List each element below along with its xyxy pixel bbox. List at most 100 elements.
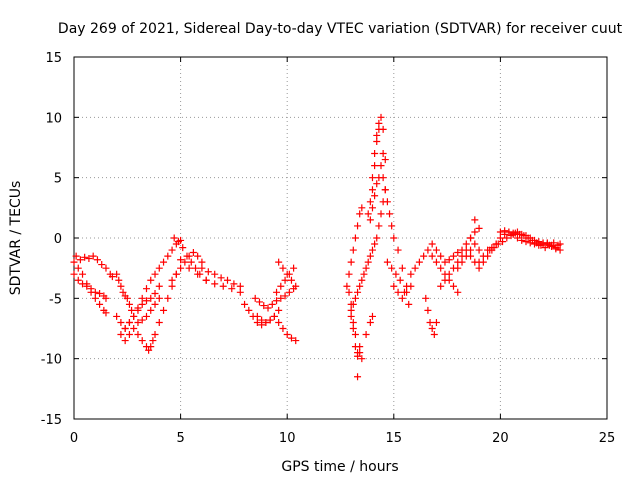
data-point — [281, 292, 289, 300]
data-point — [217, 274, 225, 282]
data-point — [74, 264, 82, 272]
y-tick-label: 5 — [54, 172, 62, 187]
data-point — [98, 261, 106, 269]
data-point — [541, 244, 549, 252]
data-point — [392, 270, 400, 278]
data-point — [275, 258, 283, 266]
data-point — [394, 288, 402, 296]
data-point — [219, 282, 227, 290]
data-point — [513, 234, 521, 242]
data-point — [522, 238, 530, 246]
data-point — [407, 282, 415, 290]
data-point — [91, 288, 99, 296]
data-point — [366, 252, 374, 260]
data-point — [204, 268, 212, 276]
data-point — [81, 253, 89, 261]
data-point — [96, 300, 104, 308]
data-point — [516, 230, 524, 238]
y-axis-label: SDTVAR / TECUs — [8, 181, 24, 296]
data-point — [147, 276, 155, 284]
x-tick-label: 20 — [492, 431, 509, 446]
data-point — [172, 270, 180, 278]
data-point — [394, 246, 402, 254]
data-point — [74, 276, 82, 284]
data-point — [224, 276, 232, 284]
data-point — [373, 137, 381, 145]
data-point — [119, 288, 127, 296]
data-point — [160, 306, 168, 314]
data-point — [292, 282, 300, 290]
data-point — [356, 282, 364, 290]
data-point — [273, 297, 281, 305]
y-tick-label: -10 — [41, 353, 62, 368]
data-point — [366, 198, 374, 206]
data-point — [347, 258, 355, 266]
data-point — [441, 276, 449, 284]
data-point — [454, 288, 462, 296]
data-point — [268, 300, 276, 308]
data-point — [189, 248, 197, 256]
data-point — [349, 318, 357, 326]
data-point — [494, 240, 502, 248]
data-point — [437, 282, 445, 290]
data-point — [273, 288, 281, 296]
data-point — [253, 312, 261, 320]
data-point — [405, 300, 413, 308]
y-tick-label: 10 — [45, 111, 62, 126]
data-point — [198, 258, 206, 266]
data-point — [356, 349, 364, 357]
data-point — [72, 252, 80, 260]
data-point — [550, 239, 558, 247]
data-point — [345, 288, 353, 296]
data-point — [177, 256, 185, 264]
data-point — [528, 236, 536, 244]
data-point — [475, 246, 483, 254]
data-point — [351, 331, 359, 339]
data-point — [511, 229, 519, 237]
data-point — [128, 306, 136, 314]
data-point — [279, 264, 287, 272]
data-point — [349, 300, 357, 308]
data-point — [445, 270, 453, 278]
data-point — [149, 337, 157, 345]
data-point — [358, 276, 366, 284]
data-point — [142, 285, 150, 293]
x-tick-label: 0 — [70, 431, 78, 446]
data-point — [93, 256, 101, 264]
data-point — [228, 285, 236, 293]
data-point — [356, 210, 364, 218]
data-point — [287, 334, 295, 342]
data-point — [368, 186, 376, 194]
data-point — [198, 264, 206, 272]
x-tick-label: 25 — [599, 431, 616, 446]
data-point — [428, 252, 436, 260]
data-point — [467, 252, 475, 260]
data-point — [398, 294, 406, 302]
data-point — [475, 264, 483, 272]
data-point — [449, 282, 457, 290]
data-point — [354, 352, 362, 360]
data-point — [155, 264, 163, 272]
data-point — [368, 174, 376, 182]
x-tick-label: 5 — [176, 431, 184, 446]
data-point — [373, 180, 381, 188]
data-point — [432, 246, 440, 254]
data-point — [403, 288, 411, 296]
data-point — [115, 276, 123, 284]
data-point — [117, 318, 125, 326]
x-tick-label: 10 — [279, 431, 296, 446]
data-point — [96, 290, 104, 298]
data-point — [390, 282, 398, 290]
data-point — [134, 306, 142, 314]
data-point — [260, 302, 268, 310]
data-point — [155, 318, 163, 326]
data-point — [275, 306, 283, 314]
y-tick-label: 0 — [54, 232, 62, 247]
data-point — [262, 318, 270, 326]
data-point — [377, 210, 385, 218]
x-axis-label: GPS time / hours — [281, 459, 398, 475]
data-point — [373, 234, 381, 242]
data-point — [552, 245, 560, 253]
data-point — [138, 337, 146, 345]
